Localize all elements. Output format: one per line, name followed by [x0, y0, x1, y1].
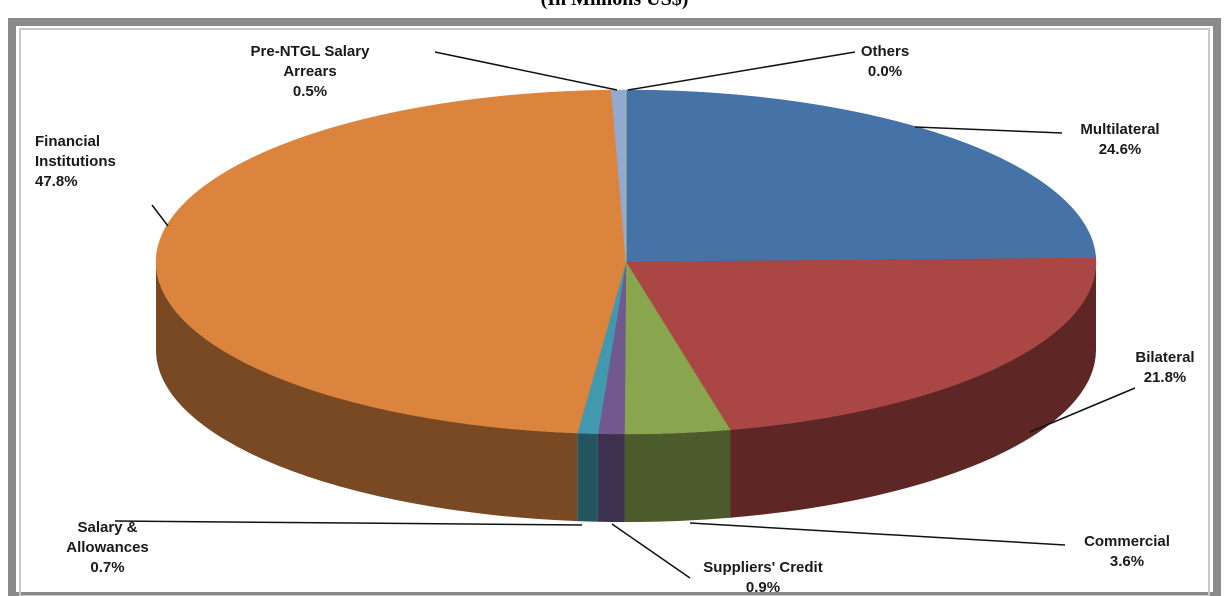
slice-value: 21.8% [1143, 369, 1187, 386]
slice-value: 47.8% [35, 173, 78, 190]
slice-name: Commercial [1084, 533, 1170, 550]
slice-name: Multilateral [1080, 121, 1160, 138]
leader-line [611, 523, 691, 579]
slice-name: Financial Institutions [35, 133, 116, 170]
leader-line [434, 51, 618, 91]
chart-title: (In Millions US$) [0, 0, 1229, 11]
slice-label: Salary & Allowances 0.7% [55, 518, 160, 578]
slice-value: 0.5% [292, 83, 328, 100]
slice-value: 0.7% [90, 559, 125, 576]
slice-label: Commercial 3.6% [1062, 532, 1192, 572]
pie-tops [155, 89, 1097, 435]
slice-label: Multilateral 24.6% [1060, 120, 1180, 160]
pie-slice [155, 89, 627, 434]
slice-value: 3.6% [1109, 553, 1145, 570]
leader-lines [114, 51, 1136, 579]
slice-value: 24.6% [1098, 141, 1142, 158]
leader-line [1029, 387, 1136, 433]
slice-label: Financial Institutions 47.8% [35, 132, 145, 192]
slice-value: 0.0% [867, 63, 903, 80]
pie-side [624, 429, 731, 522]
pie-side [597, 433, 625, 522]
slice-name: Suppliers' Credit [703, 559, 823, 576]
slice-label: Bilateral 21.8% [1110, 348, 1220, 388]
pie-slice [625, 257, 1097, 430]
leader-line [151, 204, 169, 227]
slice-label: Suppliers' Credit 0.9% [688, 558, 838, 596]
pie-side [730, 262, 1096, 518]
slice-value: 0.9% [745, 579, 781, 596]
slice-name: Bilateral [1135, 349, 1195, 366]
pie-side [577, 433, 598, 522]
pie-side [156, 262, 578, 522]
leader-line [627, 51, 856, 91]
leader-line [114, 520, 583, 526]
chart-inner-frame [19, 28, 1210, 596]
pie-slice [625, 89, 1097, 263]
slice-name: Others [860, 43, 910, 60]
leader-line [689, 522, 1066, 546]
slice-name: Salary & Allowances [66, 519, 149, 556]
pie-sides [156, 262, 1096, 522]
slice-label: Others 0.0% [835, 42, 935, 82]
leader-line [914, 126, 1063, 134]
slice-label: Pre-NTGL Salary Arrears 0.5% [230, 42, 390, 102]
slice-name: Pre-NTGL Salary Arrears [250, 43, 370, 80]
